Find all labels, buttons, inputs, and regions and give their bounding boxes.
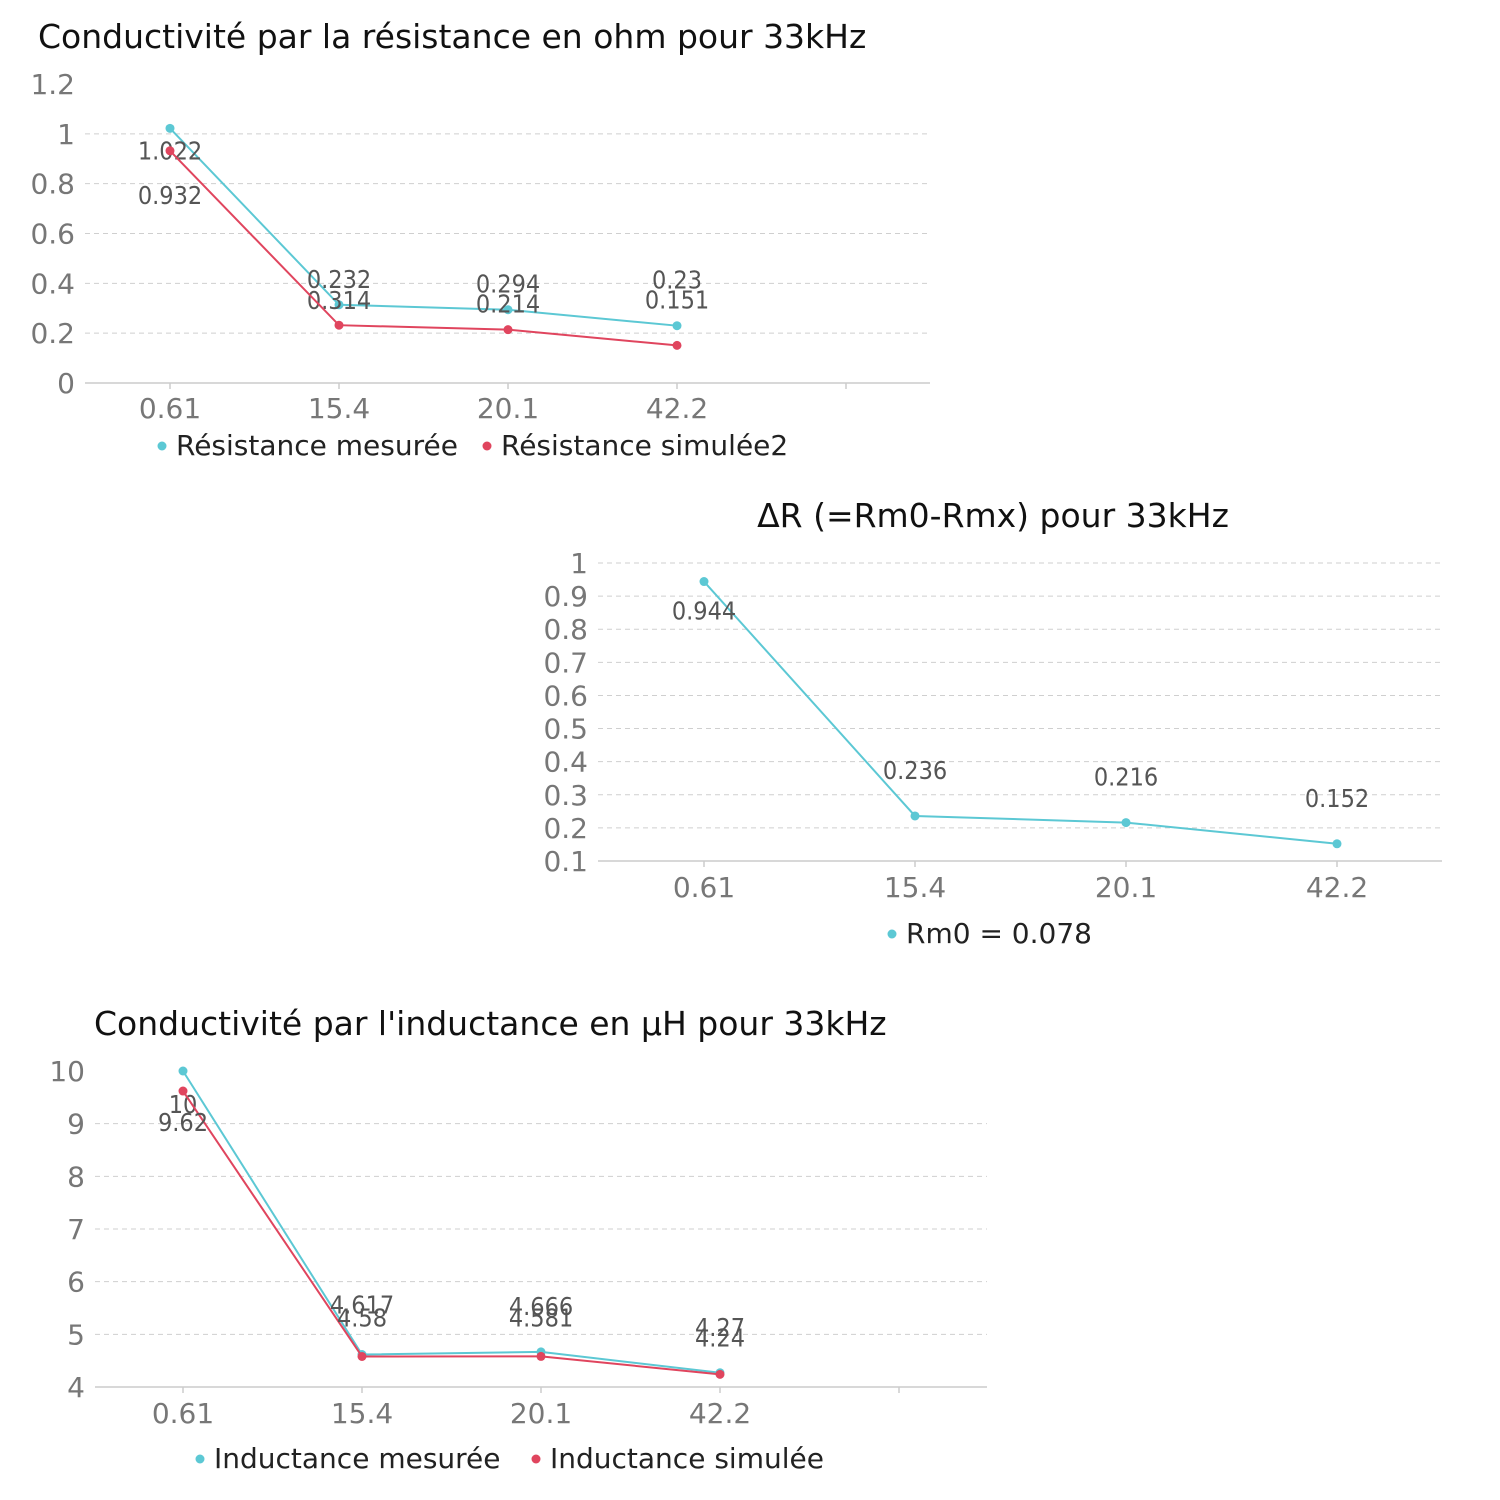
data-label: 4.617 <box>330 1291 394 1320</box>
x-tick-label: 42.2 <box>646 392 708 425</box>
y-tick-label: 4 <box>67 1371 85 1404</box>
x-tick-label: 0.61 <box>139 392 201 425</box>
data-label: 0.932 <box>138 181 202 210</box>
legend-marker <box>887 929 897 939</box>
y-tick-label: 0.6 <box>543 679 588 712</box>
data-label: 0.314 <box>307 286 371 315</box>
data-label: 4.24 <box>695 1323 745 1352</box>
y-tick-label: 9 <box>67 1108 85 1141</box>
y-tick-label: 7 <box>67 1213 85 1246</box>
y-tick-label: 0 <box>57 367 75 400</box>
y-tick-label: 0.4 <box>543 746 588 779</box>
x-tick-label: 15.4 <box>884 871 946 904</box>
data-point <box>1332 839 1342 849</box>
data-label: 0.944 <box>672 597 736 626</box>
data-point <box>672 340 682 350</box>
legend-marker <box>482 441 492 451</box>
chart-2: ΔR (=Rm0-Rmx) pour 33kHz0.10.20.30.40.50… <box>543 496 1442 950</box>
data-label: 9.62 <box>158 1108 208 1137</box>
data-label: 4.666 <box>509 1292 573 1321</box>
legend-marker <box>531 1454 541 1464</box>
data-point <box>178 1066 188 1076</box>
series-line-2 <box>169 150 678 347</box>
y-tick-label: 1 <box>570 547 588 580</box>
data-label: 0.294 <box>476 270 540 299</box>
data-point <box>334 300 344 310</box>
x-tick-label: 42.2 <box>689 1397 751 1430</box>
chart-title: Conductivité par l'inductance en µH pour… <box>94 1004 887 1043</box>
y-tick-label: 0.8 <box>30 168 75 201</box>
legend-label: Résistance simulée2 <box>501 429 788 462</box>
y-tick-label: 1 <box>57 118 75 151</box>
data-label: 0.23 <box>652 266 702 295</box>
data-point <box>699 577 709 587</box>
data-label: 0.151 <box>645 285 709 314</box>
x-tick-label: 20.1 <box>510 1397 572 1430</box>
x-tick-label: 0.61 <box>152 1397 214 1430</box>
y-tick-label: 6 <box>67 1266 85 1299</box>
legend-label: Inductance simulée <box>550 1442 824 1475</box>
data-label: 0.152 <box>1305 784 1369 813</box>
chart-title: ΔR (=Rm0-Rmx) pour 33kHz <box>757 496 1229 535</box>
y-tick-label: 0.4 <box>30 267 75 300</box>
y-tick-label: 5 <box>67 1318 85 1351</box>
data-point <box>165 123 175 133</box>
y-tick-label: 0.2 <box>543 812 588 845</box>
y-tick-label: 0.3 <box>543 779 588 812</box>
legend-label: Rm0 = 0.078 <box>906 917 1092 950</box>
y-tick-label: 0.9 <box>543 580 588 613</box>
y-tick-label: 0.7 <box>543 646 588 679</box>
y-tick-label: 8 <box>67 1160 85 1193</box>
data-point <box>165 146 175 156</box>
data-label: 0.232 <box>307 265 371 294</box>
data-point <box>910 811 920 821</box>
data-label: 0.216 <box>1094 763 1158 792</box>
series-line-1 <box>703 580 1338 845</box>
x-tick-label: 20.1 <box>477 392 539 425</box>
data-point <box>672 321 682 331</box>
series-line-2 <box>182 1090 721 1376</box>
data-point <box>334 320 344 330</box>
legend-label: Inductance mesurée <box>214 1442 501 1475</box>
y-tick-label: 10 <box>49 1055 85 1088</box>
data-point <box>503 325 513 335</box>
data-label: 0.214 <box>476 290 540 319</box>
legend-label: Résistance mesurée <box>176 429 458 462</box>
y-tick-label: 0.1 <box>543 845 588 878</box>
x-tick-label: 15.4 <box>308 392 370 425</box>
data-point <box>178 1086 188 1096</box>
x-tick-label: 0.61 <box>673 871 735 904</box>
y-tick-label: 0.8 <box>543 613 588 646</box>
data-label: 4.27 <box>695 1313 745 1342</box>
chart-1: Conductivité par la résistance en ohm po… <box>30 17 930 462</box>
chart-title: Conductivité par la résistance en ohm po… <box>38 17 866 56</box>
data-label: 4.581 <box>509 1303 573 1332</box>
data-point <box>715 1369 725 1379</box>
legend-marker <box>195 1454 205 1464</box>
y-tick-label: 1.2 <box>30 68 75 101</box>
y-tick-label: 0.5 <box>543 713 588 746</box>
series-line-1 <box>169 127 678 327</box>
data-point <box>1121 818 1131 828</box>
x-tick-label: 20.1 <box>1095 871 1157 904</box>
chart-3: Conductivité par l'inductance en µH pour… <box>49 1004 987 1475</box>
series-line-1 <box>182 1070 721 1374</box>
x-tick-label: 42.2 <box>1306 871 1368 904</box>
data-point <box>503 305 513 315</box>
y-tick-label: 0.6 <box>30 218 75 251</box>
data-label: 0.236 <box>883 756 947 785</box>
x-tick-label: 15.4 <box>331 1397 393 1430</box>
legend-marker <box>157 441 167 451</box>
data-label: 4.58 <box>337 1303 387 1332</box>
data-point <box>536 1351 546 1361</box>
data-point <box>357 1351 367 1361</box>
y-tick-label: 0.2 <box>30 317 75 350</box>
